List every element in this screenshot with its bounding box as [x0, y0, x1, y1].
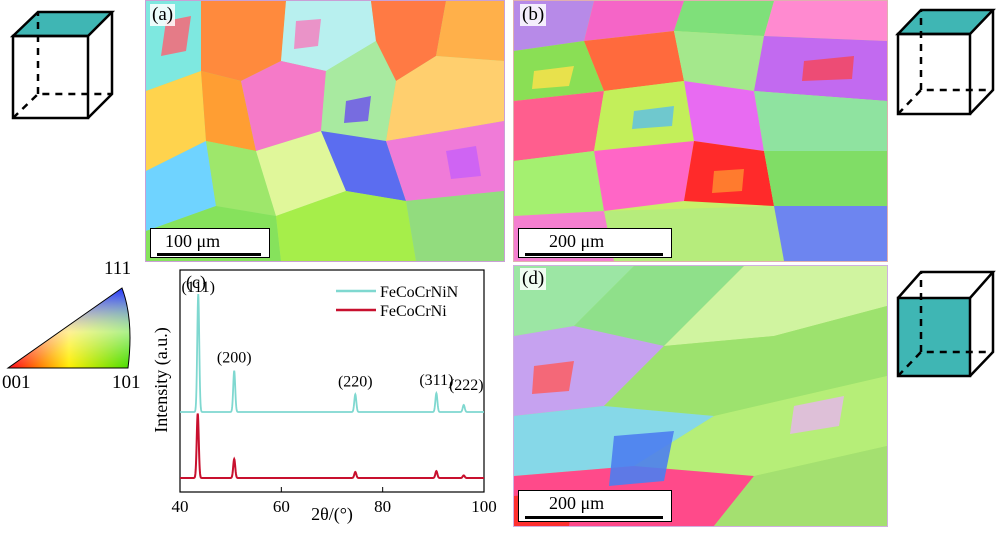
- scalebar-line-d: [525, 516, 663, 519]
- ipf-color-triangle: [6, 287, 131, 369]
- cube-top-face-icon-b: [895, 8, 996, 116]
- scalebar-d: 200 μm: [518, 490, 672, 522]
- peak-annotation-2: (220): [338, 373, 373, 390]
- plot-frame: [179, 269, 485, 493]
- panel-label-b: (b): [520, 4, 547, 26]
- peak-annotation-3: (311): [419, 372, 453, 389]
- ebsd-map-b: [513, 0, 888, 262]
- peak-annotation-1: (200): [217, 350, 252, 367]
- x-axis-label: 2θ/(°): [311, 504, 353, 524]
- cube-top-face-icon: [9, 10, 116, 120]
- legend-text-0: FeCoCrNiN: [380, 284, 459, 301]
- legend: FeCoCrNiN FeCoCrNi: [336, 284, 459, 320]
- legend-text-1: FeCoCrNi: [380, 303, 447, 320]
- scalebar-text-d: 200 μm: [549, 493, 605, 513]
- x-tick-label-40: 40: [172, 497, 189, 516]
- scalebar-b: 200 μm: [518, 228, 672, 258]
- peak-annotation-0: (111): [182, 279, 215, 296]
- ebsd-map-d: [513, 265, 888, 527]
- scalebar-line-b: [525, 253, 663, 256]
- x-tick-label-80: 80: [374, 497, 391, 516]
- ipf-label-101: 101: [112, 372, 141, 393]
- series-line-0: [180, 293, 484, 413]
- ipf-label-001: 001: [2, 372, 31, 393]
- x-tick-label-60: 60: [273, 497, 290, 516]
- scalebar-text-a: 100 μm: [165, 231, 221, 251]
- peak-annotation-4: (222): [449, 377, 484, 394]
- scalebar-line-a: [157, 253, 261, 256]
- xrd-chart: 40 60 80 100 (111) (200) (220) (311) (222) (c) …: [140, 262, 500, 525]
- series-line-1: [180, 413, 484, 479]
- ipf-label-111: 111: [104, 258, 132, 279]
- y-axis-label: Intensity (a.u.): [151, 327, 172, 432]
- scalebar-text-b: 200 μm: [549, 231, 605, 251]
- scalebar-a: 100 μm: [150, 228, 270, 258]
- ebsd-map-a: [145, 0, 505, 262]
- panel-label-c: (c): [186, 272, 206, 293]
- panel-label-a: (a): [150, 4, 176, 26]
- panel-label-d: (d): [520, 268, 547, 290]
- cube-front-face-icon: [896, 270, 996, 378]
- x-tick-label-100: 100: [471, 497, 497, 516]
